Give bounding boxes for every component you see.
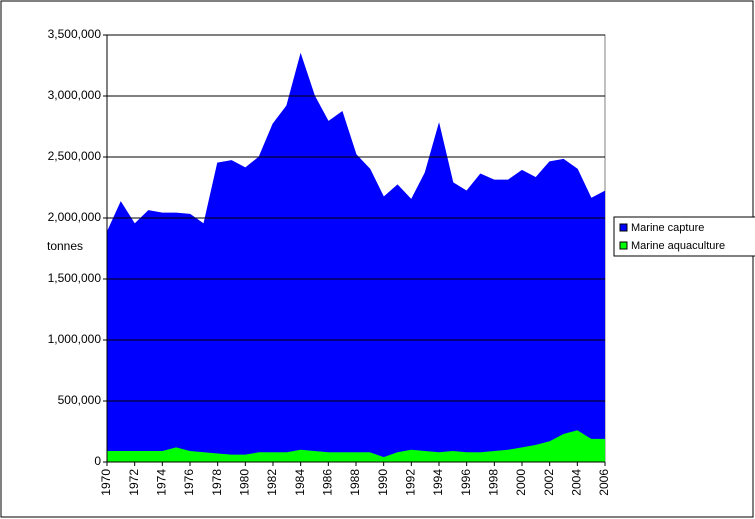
legend-box: [613, 216, 755, 257]
y-tick-label: 1,000,000: [48, 332, 102, 346]
x-tick-label: 1986: [321, 469, 335, 496]
y-tick-label: 2,000,000: [48, 210, 102, 224]
y-tick-label: 3,000,000: [48, 88, 102, 102]
y-tick-label: 1,500,000: [48, 271, 102, 285]
x-tick-label: 1990: [376, 469, 390, 496]
x-tick-label: 1972: [127, 469, 141, 496]
legend-swatch: [619, 241, 628, 250]
x-tick-label: 1998: [487, 469, 501, 496]
legend-swatch: [619, 223, 628, 232]
x-tick-label: 1982: [265, 469, 279, 496]
x-tick-label: 1978: [210, 469, 224, 496]
legend-label: Marine aquaculture: [631, 240, 725, 252]
area-top-edge: [106, 52, 606, 233]
y-tick-label: 0: [94, 454, 101, 468]
area-fill: [107, 430, 605, 462]
y-axis-label: tonnes: [47, 239, 83, 253]
x-tick-label: 1996: [459, 469, 473, 496]
area-fill: [107, 54, 605, 458]
x-tick-label: 2002: [542, 469, 556, 496]
x-tick-label: 2006: [597, 469, 611, 496]
x-tick-label: 1974: [155, 469, 169, 496]
y-tick-label: 500,000: [58, 393, 102, 407]
x-tick-label: 1992: [404, 469, 418, 496]
x-tick-label: 1994: [431, 469, 445, 496]
legend-label: Marine capture: [631, 222, 704, 234]
x-tick-label: 1980: [238, 469, 252, 496]
x-tick-label: 2004: [570, 469, 584, 496]
x-tick-label: 1988: [348, 469, 362, 496]
x-tick-label: 1970: [99, 469, 113, 496]
x-tick-label: 1984: [293, 469, 307, 496]
x-tick-label: 1976: [182, 469, 196, 496]
y-tick-label: 2,500,000: [48, 149, 102, 163]
x-tick-label: 2000: [514, 469, 528, 496]
y-tick-label: 3,500,000: [48, 27, 102, 41]
